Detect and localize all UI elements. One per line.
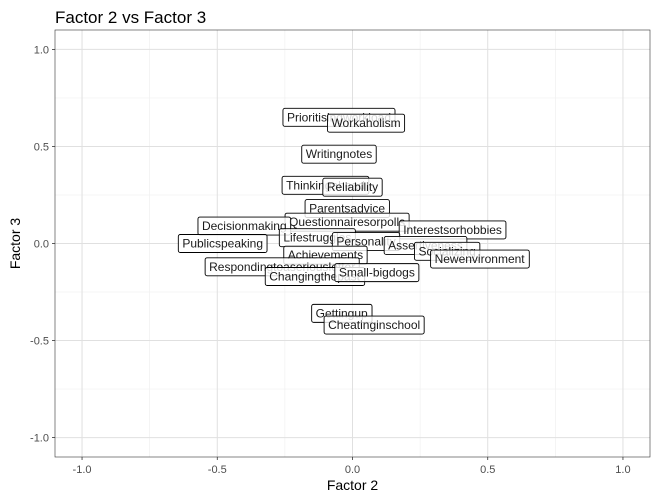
point-label: Reliability — [322, 177, 383, 197]
x-axis-title: Factor 2 — [327, 477, 379, 493]
y-tick-label: -1.0 — [30, 433, 49, 445]
point-label-text: Newenvironment — [435, 252, 526, 266]
point-label-text: Publicspeaking — [182, 237, 263, 251]
x-tick-label: 0.5 — [480, 464, 495, 476]
chart-title: Factor 2 vs Factor 3 — [55, 8, 206, 27]
point-label-text: Reliability — [327, 180, 378, 194]
point-label: Workaholism — [327, 113, 406, 133]
point-label-text: Questionnairesorpolls — [289, 215, 405, 229]
y-axis-ticks: -1.0 -0.5 0.0 0.5 1.0 — [30, 44, 55, 445]
point-label-box — [430, 249, 530, 269]
point-label-text: Small-bigdogs — [339, 266, 415, 280]
x-tick-label: -1.0 — [73, 464, 92, 476]
point-label: Interestsorhobbies — [398, 220, 507, 240]
point-label: Questionnairesorpolls — [284, 212, 410, 232]
point-label-text: Interestsorhobbies — [403, 223, 502, 237]
point-label: Small-bigdogs — [334, 263, 420, 283]
y-tick-label: 1.0 — [34, 44, 49, 56]
y-tick-label: 0.0 — [34, 239, 49, 251]
point-label-text: Writingnotes — [306, 147, 372, 161]
y-tick-label: -0.5 — [30, 336, 49, 348]
point-label: Publicspeaking — [177, 234, 268, 253]
point-label: Decisionmaking — [197, 216, 292, 236]
point-labels: PrioritisingworkloadWorkaholismWritingno… — [177, 107, 530, 335]
y-axis-title: Factor 3 — [7, 218, 23, 270]
point-label-box — [322, 177, 383, 197]
y-tick-label: 0.5 — [34, 141, 49, 153]
point-label: Cheatinginschool — [323, 315, 425, 335]
x-tick-label: 1.0 — [615, 464, 630, 476]
point-label-text: Personality — [336, 235, 395, 249]
point-label-box — [327, 113, 406, 133]
x-axis-ticks: -1.0 -0.5 0.0 0.5 1.0 — [73, 457, 631, 476]
x-tick-label: -0.5 — [208, 464, 227, 476]
point-label-text: Decisionmaking — [202, 219, 287, 233]
point-label-text: Cheatinginschool — [328, 318, 420, 332]
point-label-text: Parentsadvice — [309, 202, 385, 216]
point-label: Newenvironment — [430, 249, 530, 269]
point-label-text: Workaholism — [331, 116, 400, 130]
point-label-box — [334, 263, 420, 283]
point-label-box — [177, 234, 268, 253]
x-tick-label: 0.0 — [345, 464, 360, 476]
point-label: Personality — [331, 232, 401, 252]
point-label: Writingnotes — [301, 144, 377, 164]
point-label-box — [323, 315, 425, 335]
point-label-box — [301, 144, 377, 164]
